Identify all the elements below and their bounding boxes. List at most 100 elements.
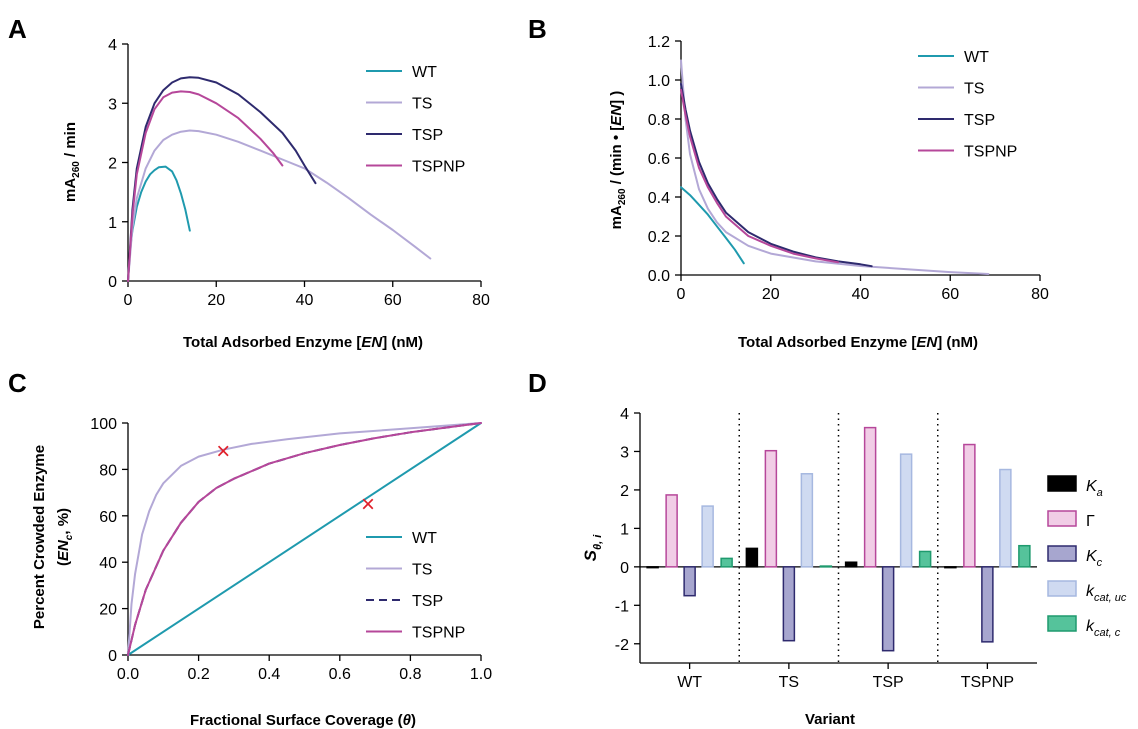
bar-gamma-tsp (863, 426, 877, 568)
y-tick-label: 0.8 (648, 112, 670, 129)
y-tick-label: 0.2 (648, 229, 670, 246)
bar-gamma-wt (665, 494, 678, 568)
x-tick-label: 0.4 (258, 666, 280, 683)
bar-kc-tspnp (981, 566, 994, 643)
y-tick-label: 2 (620, 483, 629, 500)
y-tick-label: 4 (108, 37, 117, 54)
y-tick-label: 60 (99, 509, 117, 526)
panel-d-x-axis-title: Variant (805, 711, 855, 728)
legend-label-tspnp: TSPNP (964, 144, 1017, 161)
legend-swatch-kc (1047, 545, 1077, 562)
bar-kc-wt (683, 566, 696, 597)
bar-kc-tsp (881, 566, 895, 652)
bar-ka-tsp (844, 561, 858, 568)
y-tick-label: 3 (108, 96, 117, 113)
x-tick-label: 40 (296, 292, 314, 309)
y-tick-label: 0.0 (648, 268, 670, 285)
legend-label-ts: TS (412, 562, 432, 579)
y-tick-label: 4 (620, 406, 629, 423)
y-tick-label: 1.0 (648, 73, 670, 90)
x-tick-label-tsp: TSP (873, 674, 904, 691)
panel-c-series (127, 422, 482, 656)
x-tick-label: 0 (677, 286, 686, 303)
panel-a-legend: WT TS TSP TSPNP (366, 64, 465, 176)
x-tick-label: 60 (384, 292, 402, 309)
bar-kcat_c-ts (819, 565, 833, 568)
legend-label-ts: TS (412, 96, 432, 113)
panel-b-series (680, 59, 990, 275)
legend-swatch-kcat_uc (1047, 580, 1077, 597)
bar-kcat_uc-wt (701, 505, 714, 568)
legend-label-tspnp: TSPNP (412, 625, 465, 642)
panel-d-bars (646, 426, 1031, 652)
bar-kc-ts (782, 566, 796, 642)
legend-label-ts: TS (964, 81, 984, 98)
y-tick-label: 40 (99, 555, 117, 572)
bar-kcat_c-tspnp (1018, 544, 1031, 568)
y-tick-label: 0 (620, 560, 629, 577)
panel-a-y-axis-title: mA260 / min (62, 122, 82, 202)
legend-label-wt: WT (412, 530, 437, 547)
legend-label-kcat_uc: kcat, uc (1086, 583, 1127, 604)
panel-a-series (127, 76, 432, 282)
legend-swatch-gamma (1047, 510, 1077, 527)
y-tick-label: 3 (620, 444, 629, 461)
panel-b-letter: B (528, 14, 547, 44)
y-tick-label: 0 (108, 648, 117, 665)
panel-c-legend: WT TS TSP TSPNP (366, 530, 465, 642)
x-tick-label-ts: TS (779, 674, 799, 691)
legend-label-kc: Kc (1086, 548, 1103, 569)
crowding-marker: × (216, 438, 230, 465)
y-tick-label: 100 (90, 416, 117, 433)
bar-gamma-tspnp (963, 443, 976, 568)
bar-kcat_uc-tspnp (999, 468, 1012, 568)
y-tick-label: 1 (620, 521, 629, 538)
x-tick-label: 0.8 (399, 666, 421, 683)
crowding-marker: × (361, 491, 375, 518)
panel-b: B 0 20 40 60 80 0.0 0.2 0.4 0.6 0.8 1.0 1.2 WT TS TSP… (528, 14, 1049, 351)
series-tsp-line (127, 76, 317, 282)
legend-label-wt: WT (964, 49, 989, 66)
legend-swatch-kcat_c (1047, 615, 1077, 632)
legend-label-tsp: TSP (964, 112, 995, 129)
panel-d-legend: Ka Γ Kc kcat, uc kcat, c (1047, 475, 1127, 639)
panel-d-axes: -2 -1 0 1 2 3 4 WT TS TSP TSPNP (615, 406, 1037, 691)
x-tick-label: 0.2 (187, 666, 209, 683)
panel-a-x-axis-title: Total Adsorbed Enzyme [EN] (nM) (183, 334, 423, 351)
x-tick-label: 60 (941, 286, 959, 303)
panel-b-legend: WT TS TSP TSPNP (918, 49, 1017, 161)
y-tick-label: 20 (99, 602, 117, 619)
panel-d-y-axis-title: Sθ, i (581, 534, 604, 562)
legend-label-tspnp: TSPNP (412, 159, 465, 176)
legend-label-wt: WT (412, 64, 437, 81)
y-tick-label: 1 (108, 215, 117, 232)
series-tspnp-line (680, 88, 840, 264)
bar-kcat_uc-tsp (899, 453, 913, 568)
x-tick-label: 20 (207, 292, 225, 309)
series-wt-line (127, 165, 191, 282)
series-ts-line (127, 422, 482, 656)
x-tick-label: 20 (762, 286, 780, 303)
series-ts-line (680, 59, 990, 275)
panel-b-x-axis-title: Total Adsorbed Enzyme [EN] (nM) (738, 334, 978, 351)
legend-label-gamma: Γ (1086, 513, 1095, 530)
series-ts-line (127, 129, 432, 282)
panel-c-axes: 0.0 0.2 0.4 0.6 0.8 1.0 0 20 40 60 80 100 (90, 416, 492, 683)
bar-kcat_c-tsp (918, 550, 932, 568)
panel-b-y-axis-title: mA260 / (min • [EN] ) (608, 91, 628, 230)
panel-a: A 0 20 40 60 80 0 1 2 3 4 WT TS TSP TSPNP Total Adso… (8, 14, 490, 351)
legend-label-tsp: TSP (412, 127, 443, 144)
x-tick-label: 1.0 (470, 666, 492, 683)
panel-c-y-axis-title-line1: Percent Crowded Enzyme (31, 445, 48, 629)
bar-ka-tspnp (944, 566, 957, 569)
legend-label-ka: Ka (1086, 478, 1103, 499)
series-wt-line (127, 422, 482, 656)
legend-label-kcat_c: kcat, c (1086, 618, 1121, 639)
panel-a-axes: 0 20 40 60 80 0 1 2 3 4 (108, 37, 490, 309)
x-tick-label: 40 (852, 286, 870, 303)
panel-d: D -2 -1 0 1 2 3 4 WT TS TSP TSPNP Ka Γ Kc kcat, uc kca… (528, 368, 1127, 728)
panel-c-x-axis-title: Fractional Surface Coverage (θ) (190, 712, 416, 729)
panel-c-markers: ×× (216, 438, 375, 518)
